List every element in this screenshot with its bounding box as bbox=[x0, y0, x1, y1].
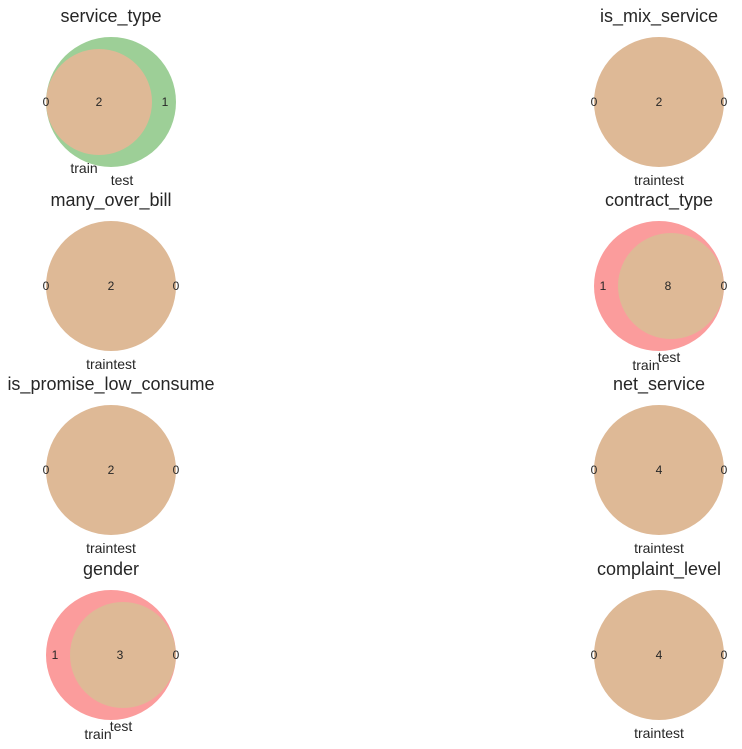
venn-count-train-only: 1 bbox=[52, 648, 59, 662]
venn-count-test-only: 0 bbox=[173, 648, 180, 662]
venn-count-train-only: 0 bbox=[591, 95, 598, 109]
venn-count-test-only: 0 bbox=[721, 95, 728, 109]
venn-panel-complaint-level: complaint_level 0 4 0 traintest bbox=[591, 559, 728, 741]
venn-set-labels: traintest bbox=[86, 356, 136, 372]
venn-overlap-circle bbox=[594, 590, 724, 720]
venn-count-intersection: 2 bbox=[96, 95, 103, 109]
venn-count-test-only: 0 bbox=[721, 463, 728, 477]
venn-overlap-circle bbox=[46, 221, 176, 351]
venn-panel-net-service: net_service 0 4 0 traintest bbox=[591, 374, 728, 556]
venn-count-train-only: 0 bbox=[43, 463, 50, 477]
venn-count-test-only: 0 bbox=[173, 279, 180, 293]
venn-count-test-only: 1 bbox=[162, 95, 169, 109]
venn-title: is_promise_low_consume bbox=[7, 374, 214, 395]
venn-title: contract_type bbox=[605, 190, 713, 211]
venn-set-labels: traintest bbox=[634, 172, 684, 188]
venn-overlap-region bbox=[70, 602, 176, 708]
venn-set-labels: traintest bbox=[634, 725, 684, 741]
venn-count-test-only: 0 bbox=[721, 648, 728, 662]
venn-count-intersection: 4 bbox=[656, 648, 663, 662]
venn-count-train-only: 0 bbox=[43, 279, 50, 293]
venn-title: is_mix_service bbox=[600, 6, 718, 27]
venn-label-test: test bbox=[658, 349, 681, 365]
venn-overlap-circle bbox=[594, 405, 724, 535]
venn-label-test: test bbox=[111, 172, 134, 188]
venn-count-train-only: 0 bbox=[591, 648, 598, 662]
venn-panel-gender: gender 1 3 0 traintest bbox=[46, 559, 180, 742]
venn-label-train: train bbox=[632, 357, 659, 373]
venn-count-intersection: 2 bbox=[656, 95, 663, 109]
venn-count-train-only: 0 bbox=[591, 463, 598, 477]
venn-title: service_type bbox=[60, 6, 161, 27]
venn-title: many_over_bill bbox=[50, 190, 171, 211]
venn-overlap-circle bbox=[594, 37, 724, 167]
venn-panel-many-over-bill: many_over_bill 0 2 0 traintest bbox=[43, 190, 180, 372]
venn-set-labels: traintest bbox=[86, 540, 136, 556]
venn-count-train-only: 1 bbox=[600, 279, 607, 293]
venn-count-intersection: 8 bbox=[665, 279, 672, 293]
venn-count-intersection: 2 bbox=[108, 279, 115, 293]
venn-label-test: test bbox=[110, 718, 133, 734]
venn-label-train: train bbox=[70, 160, 97, 176]
venn-set-labels: traintest bbox=[634, 540, 684, 556]
venn-overlap-region bbox=[46, 49, 152, 155]
venn-panel-is-promise-low-consume: is_promise_low_consume 0 2 0 traintest bbox=[7, 374, 214, 556]
venn-count-test-only: 0 bbox=[173, 463, 180, 477]
venn-overlap-circle bbox=[46, 405, 176, 535]
venn-overlap-region bbox=[618, 233, 724, 339]
venn-panel-is-mix-service: is_mix_service 0 2 0 traintest bbox=[591, 6, 728, 188]
venn-title: complaint_level bbox=[597, 559, 721, 580]
venn-label-train: train bbox=[84, 726, 111, 742]
venn-count-train-only: 0 bbox=[43, 95, 50, 109]
venn-panel-service-type: service_type 0 2 1 train test bbox=[43, 6, 176, 188]
venn-count-intersection: 2 bbox=[108, 463, 115, 477]
venn-count-test-only: 0 bbox=[721, 279, 728, 293]
venn-count-intersection: 3 bbox=[117, 648, 124, 662]
venn-panel-contract-type: contract_type 1 8 0 traintest bbox=[594, 190, 728, 373]
venn-count-intersection: 4 bbox=[656, 463, 663, 477]
venn-title: net_service bbox=[613, 374, 705, 395]
venn-title: gender bbox=[83, 559, 139, 579]
